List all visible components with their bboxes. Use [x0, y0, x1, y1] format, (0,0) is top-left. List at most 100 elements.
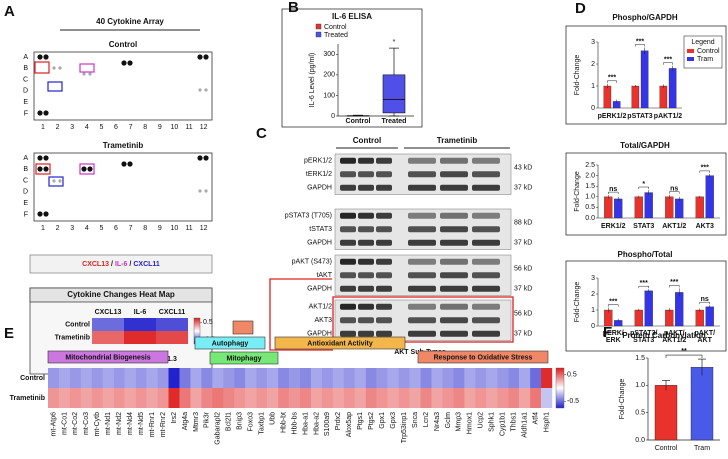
spot: [37, 211, 43, 217]
y-tick-label: 100: [323, 92, 335, 99]
y-tick-label: 300: [323, 51, 335, 58]
col-label: 10: [171, 225, 179, 232]
significance-bracket: [699, 170, 710, 173]
spot: [198, 88, 202, 92]
band: [376, 303, 392, 310]
spot: [88, 72, 92, 76]
legend-swatch: [315, 23, 322, 30]
spot: [203, 155, 209, 161]
spot: [37, 110, 43, 116]
heatmap-cell: [102, 388, 114, 408]
heatmap-cell: [343, 388, 355, 408]
significance: *: [642, 181, 645, 188]
significance-bracket: [669, 285, 680, 288]
bar: [675, 198, 684, 219]
spot: [82, 72, 86, 76]
significance: ns: [670, 186, 678, 193]
band-label: AKT1/2: [309, 304, 332, 311]
gene-label: mt-Co2: [72, 412, 79, 435]
plot-frame: [281, 8, 423, 128]
legend-swatch: [687, 57, 694, 61]
col-label: 7: [129, 225, 133, 232]
group-box: [232, 320, 254, 335]
heatmap-cell: [179, 368, 191, 388]
heatmap-cell: [256, 368, 268, 388]
band: [408, 258, 436, 265]
band: [358, 303, 374, 310]
significance-bracket: [669, 191, 680, 194]
gene-label: mt-Rnr1: [149, 412, 156, 437]
gene-label: Taxbp1: [258, 412, 265, 435]
col-label: 11: [185, 225, 192, 232]
heatmap-cell: [91, 368, 103, 388]
band: [376, 330, 392, 337]
band: [376, 212, 392, 219]
heatmap-cell: [223, 388, 235, 408]
heatmap-cell: [420, 388, 432, 408]
y-tick-label: 0: [591, 323, 595, 330]
y-axis-label: Fold-Change: [574, 171, 581, 212]
heatmap-cell: [508, 388, 520, 408]
band: [440, 285, 468, 292]
gene-label: mt-Co1: [61, 412, 68, 435]
fc-value: 1.3: [167, 356, 177, 363]
band: [440, 258, 468, 265]
significance: ***: [664, 57, 672, 64]
band: [376, 285, 392, 292]
col-label: 7: [129, 124, 133, 131]
significance-bracket: [608, 191, 619, 195]
heatmap-cell: [48, 388, 60, 408]
band: [472, 184, 500, 191]
legend-label: Tram: [697, 56, 713, 63]
x-tick-label: pAKT1/2: [654, 113, 683, 120]
band: [472, 330, 500, 337]
col-label: 4: [85, 225, 89, 232]
col-label: 2: [56, 124, 60, 131]
y-tick-label: 0.5: [635, 410, 645, 417]
significance-bracket: [608, 304, 619, 307]
row-label: A: [23, 54, 28, 61]
heatmap-row: Control: [20, 375, 45, 382]
band-label: GAPDH: [307, 185, 332, 192]
significance: **: [681, 348, 687, 355]
legend-label: Treated: [324, 32, 348, 39]
gene-label: Hba-a2: [313, 412, 320, 435]
band: [358, 171, 374, 178]
band-label: pSTAT3 (T705): [285, 213, 332, 220]
significance: ***: [609, 298, 617, 305]
chart-title: Phospho/Total: [618, 250, 673, 259]
y-tick-label: 2: [591, 291, 595, 298]
heatmap-cell: [278, 368, 290, 388]
chart-title: Total/GAPDH: [620, 141, 670, 150]
plot-frame: [565, 152, 727, 236]
gene-label: Prdx2: [335, 412, 342, 430]
band: [440, 171, 468, 178]
y-tick-label: 0.5: [585, 204, 595, 211]
y-tick-label: 0: [331, 113, 335, 120]
column-header: Trametinib: [437, 136, 478, 145]
band: [472, 171, 500, 178]
y-tick-label: 1.0: [635, 382, 645, 389]
band: [440, 184, 468, 191]
band: [358, 258, 374, 265]
gene-label: Bcl2l1: [226, 412, 233, 431]
group-box: [274, 336, 406, 350]
col-label: 1: [41, 124, 45, 131]
panel-letter: D: [575, 0, 586, 17]
column-header: Control: [353, 136, 381, 145]
band: [408, 272, 436, 279]
heatmap-cell: [157, 368, 169, 388]
heatmap-cell: [124, 368, 136, 388]
spot: [43, 155, 49, 161]
x-tick-label: ERK: [606, 337, 621, 344]
legend-item: IL-6: [115, 261, 128, 268]
band: [340, 157, 356, 164]
group-label: Antioxidant Activity: [307, 340, 373, 347]
heatmap-cell: [113, 388, 125, 408]
heatmap-cell: [58, 368, 71, 388]
x-tick-label: STAT3: [633, 337, 654, 344]
spot: [121, 60, 127, 66]
significance: ***: [701, 165, 709, 172]
row-label: E: [23, 99, 28, 106]
band: [358, 226, 374, 233]
